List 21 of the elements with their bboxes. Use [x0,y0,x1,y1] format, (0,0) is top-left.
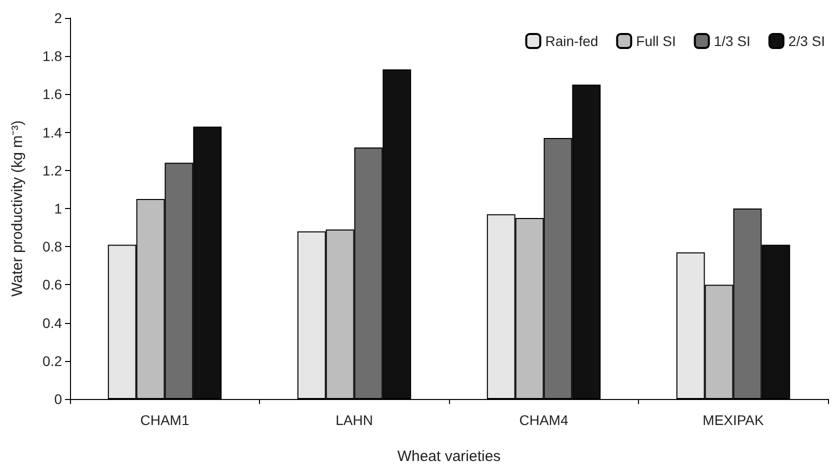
legend-label: 2/3 SI [788,33,826,49]
y-tick-label: 0.6 [42,276,62,293]
y-tick-label: 0.2 [42,352,62,369]
y-tick-label: 1.6 [42,86,62,102]
legend-label: Full SI [636,33,676,49]
y-tick-label: 1.2 [42,162,62,178]
legend-label: Rain-fed [545,33,598,49]
y-tick-label: 1.4 [42,124,62,140]
y-tick-label: 1.8 [42,48,62,64]
y-tick-label: 0 [54,391,62,407]
x-tick-label: CHAM4 [519,412,568,428]
legend-label: 1/3 SI [714,33,750,49]
y-axis-title: Water productivity (kg m⁻³) [9,120,26,297]
y-tick-label: 1 [54,200,62,216]
x-axis-title: Wheat varieties [397,448,501,465]
y-tick-label: 0.4 [42,314,62,331]
x-tick-label: LAHN [336,412,373,428]
y-tick-label: 0.8 [42,238,62,255]
x-tick-label: MEXIPAK [702,412,765,428]
x-tick-label: CHAM1 [140,412,190,428]
y-tick-label: 2 [54,10,62,26]
